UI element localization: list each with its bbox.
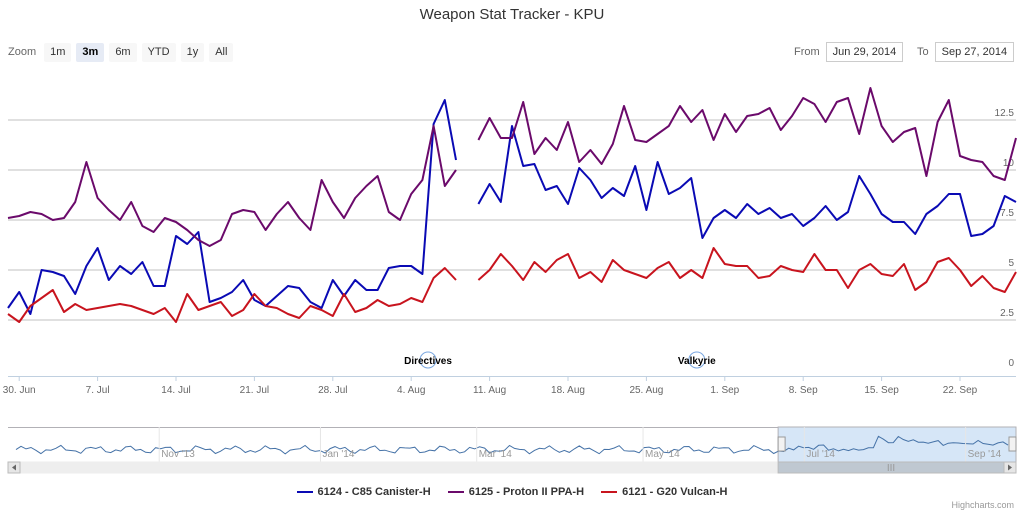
credits-link[interactable]: Highcharts.com (951, 500, 1014, 510)
series-lines (7, 87, 1017, 323)
navigator-label: Jul '14 (806, 449, 835, 460)
range-to-label: To (917, 46, 929, 58)
series-line-1 (7, 99, 457, 315)
x-tick-label: 18. Aug (551, 385, 585, 396)
legend-item-canister[interactable]: 6124 - C85 Canister-H (296, 486, 431, 498)
series-line-2 (7, 125, 457, 247)
flag-marker (688, 351, 706, 369)
range-to-input[interactable]: Sep 27, 2014 (934, 42, 1015, 62)
series-line-3 (477, 247, 1017, 293)
legend-swatch-vulcan (601, 491, 618, 494)
zoom-all-button[interactable]: All (209, 42, 234, 62)
navigator-left-handle[interactable] (777, 436, 786, 452)
navigator-label: Jan '14 (322, 449, 354, 460)
range-from: From Jun 29, 2014 (794, 41, 904, 63)
x-tick-label: 14. Jul (161, 385, 190, 396)
zoom-6m-button[interactable]: 6m (109, 42, 137, 62)
x-axis: 30. Jun 7. Jul 14. Jul 21. Jul 28. Jul 4. Aug… (3, 376, 1016, 396)
legend-swatch-canister (296, 491, 313, 494)
legend-label-proton: 6125 - Proton II PPA-H (468, 486, 585, 498)
arrow-left-icon (12, 464, 16, 471)
legend-item-proton[interactable]: 6125 - Proton II PPA-H (447, 486, 585, 498)
x-tick-label: 7. Jul (86, 385, 110, 396)
x-tick-label: 11. Aug (473, 385, 506, 396)
y-gridlines (8, 119, 1016, 321)
zoom-bar: Zoom 1m 3m 6m YTD 1y All (8, 42, 238, 62)
legend-item-vulcan[interactable]: 6121 - G20 Vulcan-H (601, 486, 727, 498)
zoom-3m-button[interactable]: 3m (76, 42, 105, 62)
range-from-input[interactable]: Jun 29, 2014 (825, 42, 904, 62)
zoom-label: Zoom (8, 46, 37, 58)
legend: 6124 - C85 Canister-H 6125 - Proton II P… (0, 486, 1024, 498)
x-tick-label: 22. Sep (943, 385, 978, 396)
flag-label: Directives (404, 356, 452, 367)
y-tick-label: 12.5 (995, 108, 1015, 119)
y-tick-label: 0 (1008, 358, 1014, 369)
x-tick-label: 21. Jul (240, 385, 269, 396)
event-flags: Directives Valkyrie (404, 351, 716, 369)
zoom-ytd-button[interactable]: YTD (141, 42, 176, 62)
x-tick-label: 25. Aug (629, 385, 663, 396)
navigator-label: Sep '14 (968, 449, 1002, 460)
legend-label-canister: 6124 - C85 Canister-H (317, 486, 431, 498)
navigator: Nov '13 Jan '14 Mar '14 May '14 Jul '14 Sep '… (7, 426, 1017, 474)
x-tick-label: 4. Aug (397, 385, 425, 396)
x-tick-label: 8. Sep (789, 385, 818, 396)
y-tick-label: 2.5 (1000, 308, 1014, 319)
x-tick-label: 1. Sep (710, 385, 739, 396)
navigator-series (15, 435, 1009, 455)
range-to: To Sep 27, 2014 (917, 41, 1015, 63)
x-tick-label: 30. Jun (3, 385, 36, 396)
navigator-selection (777, 426, 1017, 463)
flag-label: Valkyrie (678, 356, 716, 367)
navigator-label: Mar '14 (479, 449, 512, 460)
zoom-1m-button[interactable]: 1m (44, 42, 72, 62)
x-tick-label: 15. Sep (864, 385, 899, 396)
zoom-1y-button[interactable]: 1y (180, 42, 205, 62)
arrow-right-icon (1008, 464, 1012, 471)
navigator-label: May '14 (645, 449, 680, 460)
series-line-2 (477, 87, 1017, 181)
navigator-label: Nov '13 (161, 449, 195, 460)
y-tick-label: 7.5 (1000, 208, 1014, 219)
series-line-3 (7, 267, 457, 323)
chart-title: Weapon Stat Tracker - KPU (419, 6, 605, 23)
series-line-1 (477, 125, 1017, 239)
x-tick-label: 28. Jul (318, 385, 347, 396)
legend-label-vulcan: 6121 - G20 Vulcan-H (622, 486, 728, 498)
scrollbar-grip: III (887, 463, 895, 474)
legend-swatch-proton (447, 491, 464, 494)
flag-marker (419, 351, 437, 369)
navigator-right-handle[interactable] (1008, 436, 1017, 452)
y-tick-label: 5 (1008, 258, 1014, 269)
range-from-label: From (794, 46, 820, 58)
